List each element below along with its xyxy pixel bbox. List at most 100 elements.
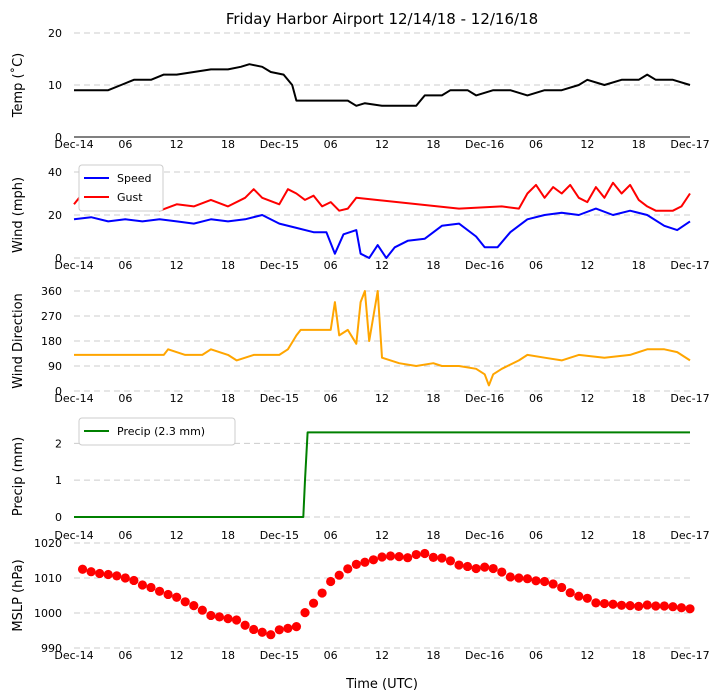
y-tick-label: 0: [55, 511, 62, 524]
mslp-point: [197, 605, 207, 615]
mslp-point: [676, 603, 687, 613]
x-tick-label: 06: [324, 529, 338, 542]
x-tick-label: Dec-16: [465, 529, 504, 542]
y-tick-label: 1010: [34, 572, 62, 585]
x-tick-label: Dec-17: [670, 649, 709, 662]
mslp-point: [249, 624, 259, 635]
y-tick-label: 2: [55, 437, 62, 450]
y-tick-label: 40: [48, 166, 62, 179]
y-axis-label: Temp (˚C): [10, 53, 26, 119]
x-axis-label: Time (UTC): [345, 677, 418, 692]
x-tick-label: 18: [632, 529, 646, 542]
y-tick-label: 1000: [34, 607, 62, 620]
panel-5: 990 1000 1010 1020 MSLP (hPa) Dec-14 06 12 18 Dec…: [11, 537, 710, 662]
x-tick-label: 06: [118, 649, 132, 662]
mslp-point: [334, 570, 344, 580]
mslp-point: [582, 593, 592, 603]
y-tick-label: 20: [48, 209, 62, 222]
mslp-point: [351, 559, 361, 569]
x-tick-label: 06: [118, 529, 132, 542]
mslp-point: [445, 556, 456, 566]
mslp-point: [317, 588, 327, 598]
mslp-point: [385, 551, 396, 561]
mslp-point: [326, 576, 336, 587]
x-tick-label: 12: [170, 529, 184, 542]
x-tick-label: 18: [426, 259, 440, 272]
y-tick-label: 360: [41, 285, 62, 298]
mslp-point: [403, 553, 413, 563]
panel-1: 0 10 20 Temp (˚C) Dec-14 06 12 18 Dec-15 06 12 18 De…: [10, 27, 710, 151]
mslp-point: [659, 601, 669, 611]
x-tick-label: Dec-16: [465, 392, 504, 405]
gust-line: [73, 181, 691, 212]
mslp-point: [180, 597, 190, 607]
x-tick-label: Dec-14: [54, 392, 93, 405]
mslp-point: [154, 586, 165, 596]
x-tick-label: 12: [580, 529, 594, 542]
x-tick-label: 18: [426, 529, 440, 542]
mslp-point: [223, 614, 233, 624]
mslp-point: [77, 564, 88, 574]
mslp-point: [274, 625, 284, 635]
mslp-point: [411, 549, 421, 560]
x-tick-label: 12: [580, 138, 594, 151]
mslp-point: [163, 589, 173, 600]
x-tick-label: 18: [221, 529, 235, 542]
x-tick-label: 06: [118, 259, 132, 272]
x-tick-label: Dec-15: [260, 259, 299, 272]
x-tick-label: 06: [529, 392, 543, 405]
mslp-point: [214, 612, 225, 622]
mslp-point: [129, 575, 139, 586]
panel-2: 0 20 40 Wind (mph) Dec-14 06 12 18 Dec-15 06 12 18 D…: [11, 164, 710, 272]
mslp-point: [642, 600, 652, 610]
x-tick-label: 12: [170, 259, 184, 272]
mslp-point: [266, 630, 276, 640]
mslp-point: [565, 588, 575, 598]
mslp-point: [599, 598, 610, 609]
x-tick-label: Dec-14: [54, 138, 93, 151]
mslp-point: [471, 563, 481, 574]
legend-label-gust: Gust: [117, 191, 143, 204]
mslp-point: [137, 580, 148, 590]
mslp-point: [454, 560, 464, 570]
mslp-point: [86, 567, 96, 577]
x-tick-label: Dec-16: [465, 259, 504, 272]
wind-direction-line: [74, 290, 691, 387]
x-tick-label: 06: [529, 529, 543, 542]
y-tick-label: 990: [41, 642, 62, 655]
legend-label-precip-2-3-mm: Precip (2.3 mm): [117, 425, 205, 438]
x-tick-label: Dec-14: [54, 529, 93, 542]
x-tick-label: Dec-15: [260, 138, 299, 151]
mslp-point: [625, 601, 635, 611]
mslp-point: [257, 627, 267, 637]
y-tick-label: 0: [55, 131, 62, 144]
x-tick-label: Dec-15: [260, 529, 299, 542]
mslp-point: [505, 572, 515, 582]
x-tick-label: 12: [375, 259, 389, 272]
precip-2-3-mm-line: [74, 431, 690, 518]
mslp-point: [685, 604, 695, 614]
mslp-point: [591, 598, 601, 608]
y-tick-label: 1: [55, 474, 62, 487]
x-tick-label: Dec-17: [670, 138, 709, 151]
mslp-point: [291, 622, 302, 632]
panel-3: 0 90 180 270 360 Wind Direction Dec-14 06 12 18 De…: [11, 285, 710, 405]
x-tick-label: 12: [580, 649, 594, 662]
mslp-point: [231, 615, 242, 625]
x-tick-label: 12: [375, 138, 389, 151]
mslp-point: [172, 592, 182, 602]
mslp-point: [308, 598, 319, 608]
mslp-point: [343, 564, 353, 574]
x-tick-label: 18: [632, 649, 646, 662]
chart-title: Friday Harbor Airport 12/14/18 - 12/16/1…: [226, 10, 538, 28]
mslp-point: [428, 552, 438, 562]
y-axis-label: Precip (mm): [11, 437, 26, 516]
x-tick-label: 18: [221, 138, 235, 151]
x-tick-label: 06: [118, 138, 132, 151]
mslp-point: [488, 563, 498, 574]
x-tick-label: 12: [375, 392, 389, 405]
x-tick-label: 06: [118, 392, 132, 405]
x-tick-label: 18: [632, 138, 646, 151]
x-tick-label: Dec-15: [260, 649, 299, 662]
